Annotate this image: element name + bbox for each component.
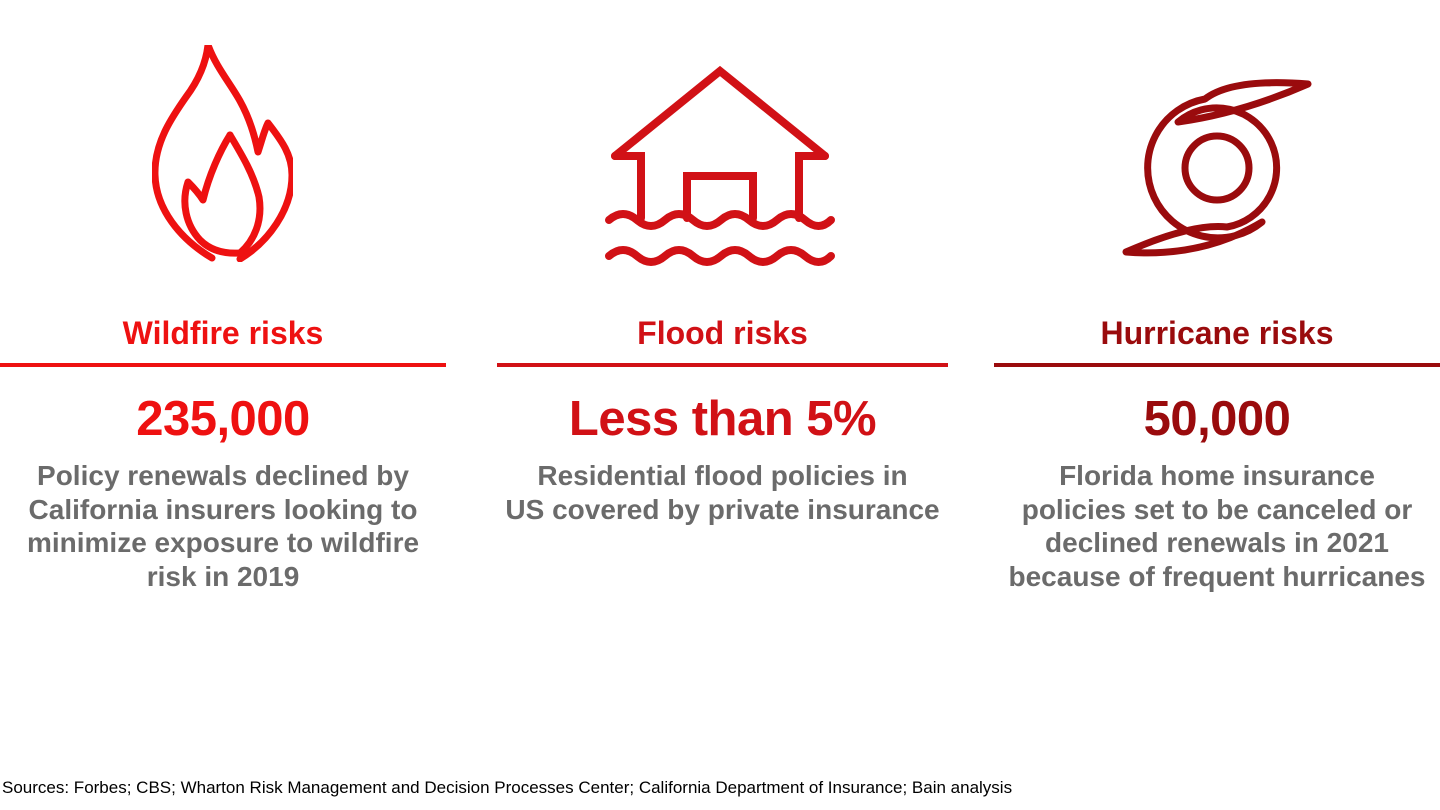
hurricane-description: Florida home insurance policies set to b… xyxy=(1008,460,1426,592)
wildfire-rule xyxy=(0,363,446,367)
wildfire-stat: 235,000 xyxy=(136,392,310,446)
hurricane-rule xyxy=(994,363,1440,367)
flame-icon xyxy=(152,45,293,262)
hurricane-stat: 50,000 xyxy=(1143,392,1291,446)
sources-line: Sources: Forbes; CBS; Wharton Risk Manag… xyxy=(2,778,1013,797)
flood-title: Flood risks xyxy=(637,315,808,351)
flood-rule xyxy=(497,363,948,367)
wildfire-title: Wildfire risks xyxy=(122,315,324,351)
hurricane-column: Hurricane risks 50,000 Florida home insu… xyxy=(994,0,1440,700)
flood-stat: Less than 5% xyxy=(568,392,877,446)
hurricane-title: Hurricane risks xyxy=(1100,315,1334,351)
wildfire-column: Wildfire risks 235,000 Policy renewals d… xyxy=(0,0,446,700)
flood-description: Residential flood policies in US covered… xyxy=(505,460,940,525)
hurricane-icon xyxy=(1112,68,1322,268)
wildfire-description: Policy renewals declined by California i… xyxy=(26,460,420,592)
flood-column: Flood risks Less than 5% Residential flo… xyxy=(497,0,948,700)
flooded-house-icon xyxy=(605,64,835,274)
